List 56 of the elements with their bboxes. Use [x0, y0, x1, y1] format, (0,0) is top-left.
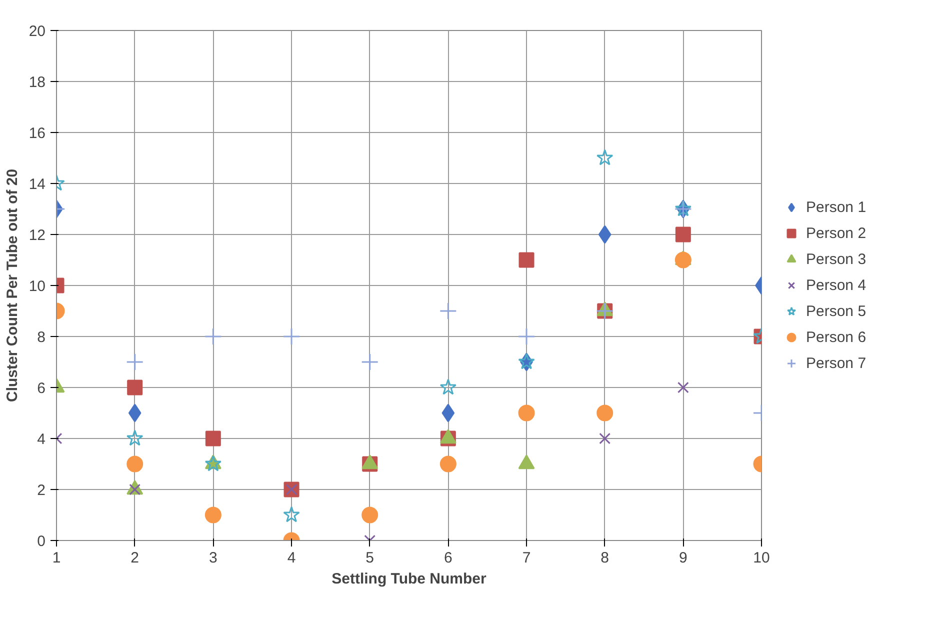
x-tick-label: 4 — [287, 550, 296, 566]
point — [518, 404, 535, 422]
point — [675, 226, 691, 242]
y-tick-label: 18 — [28, 74, 46, 91]
point — [674, 252, 692, 268]
y-tick-label: 2 — [37, 482, 46, 499]
point — [204, 506, 222, 524]
legend-label: Person 3 — [806, 250, 866, 268]
legend-label: Person 4 — [806, 276, 866, 294]
y-tick-label: 14 — [28, 176, 46, 193]
point — [283, 506, 300, 522]
x-tick-label: 9 — [678, 550, 688, 566]
point — [128, 404, 142, 422]
y-axis-title: Cluster Count Per Tube out of 20 — [4, 168, 21, 402]
point — [126, 430, 144, 446]
x-tick-label: 8 — [600, 550, 610, 566]
point — [126, 456, 144, 472]
x-tick-label: 2 — [130, 550, 140, 566]
point — [518, 328, 536, 346]
y-tick-label: 12 — [28, 227, 46, 244]
point — [596, 404, 614, 422]
y-tick-label: 16 — [28, 125, 46, 142]
legend-label: Person 5 — [806, 302, 866, 320]
y-tick-label: 6 — [37, 380, 46, 397]
point — [361, 353, 379, 371]
y-tick-label: 0 — [37, 533, 46, 550]
legend-label: Person 6 — [806, 328, 866, 346]
point — [204, 328, 222, 346]
x-tick-label: 5 — [366, 550, 374, 566]
point — [282, 328, 300, 346]
y-tick-label: 8 — [37, 329, 46, 346]
point — [598, 225, 612, 244]
legend-label: Person 2 — [806, 224, 866, 242]
point — [599, 432, 611, 444]
legend-label: Person 1 — [806, 198, 866, 216]
x-tick-label: 10 — [753, 550, 770, 566]
y-tick-label: 20 — [28, 23, 46, 40]
x-tick-label: 3 — [208, 550, 218, 566]
point — [596, 149, 614, 166]
point — [205, 430, 221, 446]
point — [440, 456, 456, 472]
y-tick-label: 10 — [28, 278, 46, 295]
legend-label: Person 7 — [806, 354, 866, 372]
x-tick-label: 1 — [52, 550, 61, 566]
x-tick-label: 6 — [444, 550, 452, 566]
point — [127, 380, 143, 396]
point — [126, 353, 144, 371]
point — [439, 302, 457, 320]
point — [518, 252, 534, 268]
point — [440, 378, 457, 395]
y-tick-label: 4 — [37, 431, 46, 448]
x-tick-label: 7 — [522, 550, 531, 566]
point — [442, 404, 455, 422]
point — [362, 506, 378, 524]
x-axis-title: Settling Tube Number — [332, 570, 487, 588]
point — [677, 382, 689, 394]
